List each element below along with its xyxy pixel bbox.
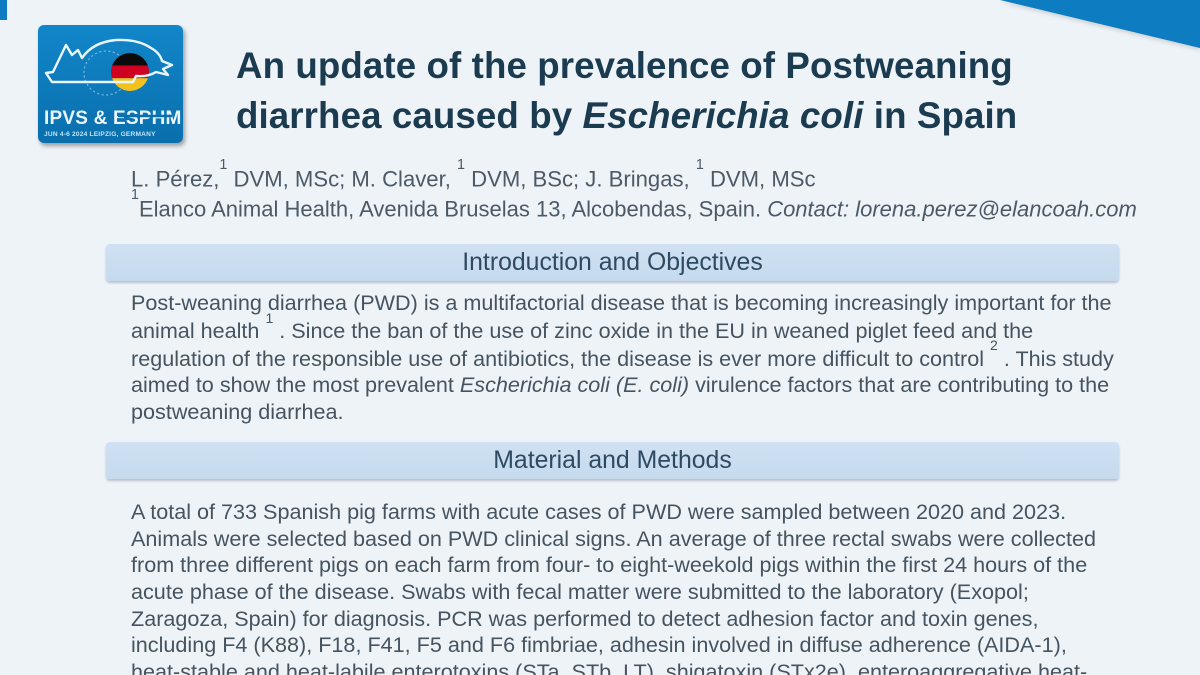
svg-text:IPVS & ESPHM: IPVS & ESPHM: [44, 108, 182, 129]
svg-text:JUN 4-6 2024 LEIPZIG, GERMAN: JUN 4-6 2024 LEIPZIG, GERMANY: [44, 131, 156, 138]
